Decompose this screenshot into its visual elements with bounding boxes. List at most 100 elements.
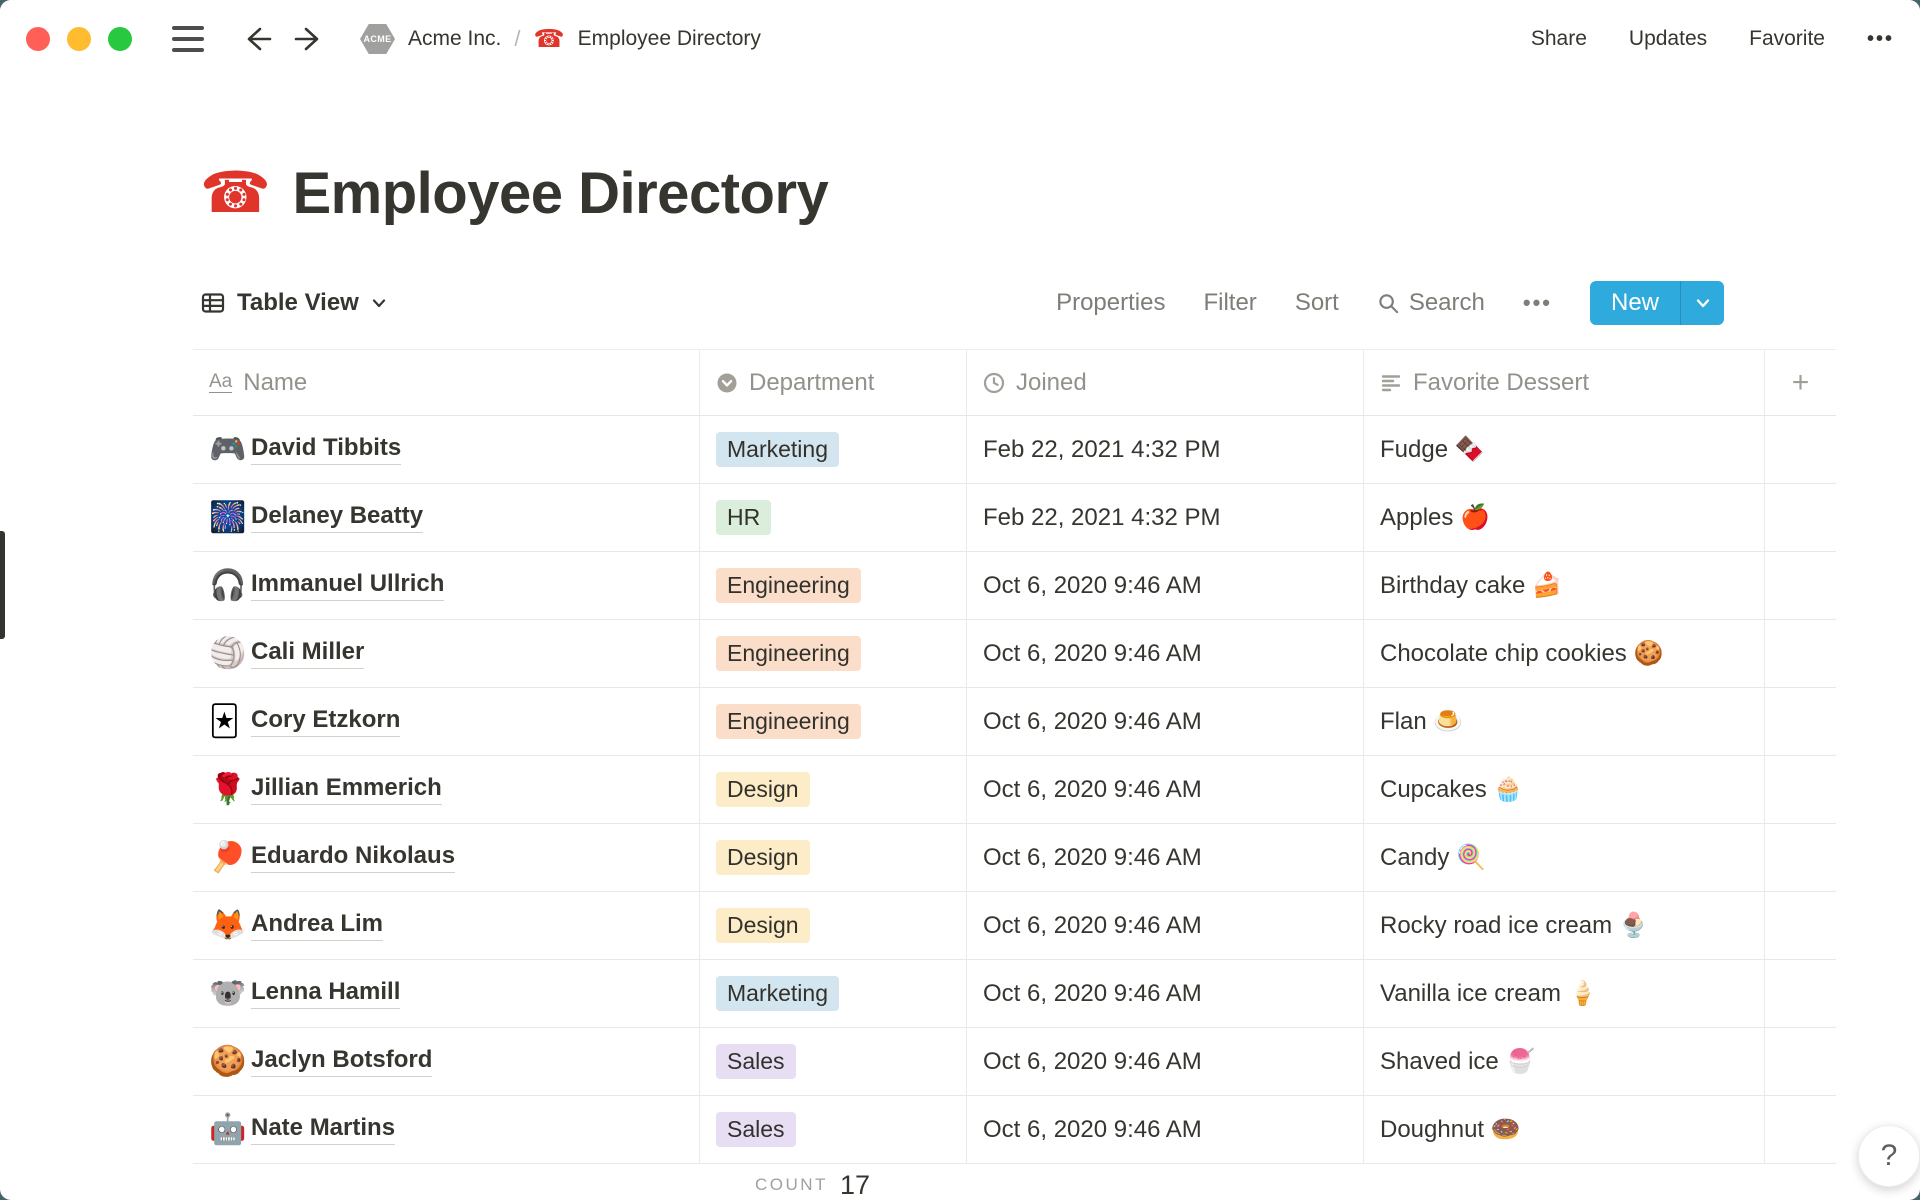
sidebar-menu-icon[interactable] (172, 26, 204, 52)
department-tag: Sales (716, 1112, 796, 1147)
dessert-cell[interactable]: Shaved ice 🍧 (1364, 1028, 1765, 1095)
joined-value: Oct 6, 2020 9:46 AM (983, 843, 1202, 871)
department-cell[interactable]: Design (700, 824, 967, 891)
column-header-label: Favorite Dessert (1413, 368, 1590, 396)
name-cell[interactable]: 🍪 Jaclyn Botsford (193, 1028, 700, 1095)
department-cell[interactable]: HR (700, 484, 967, 551)
department-tag: Sales (716, 1044, 796, 1079)
sort-button[interactable]: Sort (1294, 289, 1339, 316)
table-view-switcher[interactable]: Table View (200, 289, 388, 317)
row-name-link[interactable]: Andrea Lim (251, 910, 384, 941)
minimize-window-button[interactable] (67, 27, 91, 51)
row-spacer-cell (1765, 620, 1836, 687)
department-cell[interactable]: Design (700, 892, 967, 959)
new-button[interactable]: New (1610, 289, 1659, 316)
department-cell[interactable]: Sales (700, 1096, 967, 1163)
table-row: 🎧 Immanuel Ullrich Engineering Oct 6, 20… (193, 552, 1836, 620)
add-column-button[interactable]: + (1765, 350, 1836, 415)
properties-button[interactable]: Properties (1056, 289, 1166, 316)
name-cell[interactable]: 🏐 Cali Miller (193, 620, 700, 687)
name-cell[interactable]: 🎧 Immanuel Ullrich (193, 552, 700, 619)
table-row: 🎮 David Tibbits Marketing Feb 22, 2021 4… (193, 416, 1836, 484)
name-cell[interactable]: 🦊 Andrea Lim (193, 892, 700, 959)
breadcrumb-workspace[interactable]: Acme Inc. (408, 27, 502, 50)
row-name-link[interactable]: Immanuel Ullrich (251, 570, 445, 601)
department-tag: Marketing (716, 432, 839, 467)
department-cell[interactable]: Engineering (700, 688, 967, 755)
zoom-window-button[interactable] (108, 27, 132, 51)
dessert-cell[interactable]: Rocky road ice cream 🍨 (1364, 892, 1765, 959)
row-avatar-emoji: 🎧 (209, 568, 247, 602)
department-cell[interactable]: Design (700, 756, 967, 823)
joined-cell[interactable]: Oct 6, 2020 9:46 AM (967, 552, 1364, 619)
joined-cell[interactable]: Feb 22, 2021 4:32 PM (967, 484, 1364, 551)
title-property-icon: Aa (209, 371, 233, 393)
search-button[interactable]: Search (1377, 289, 1485, 317)
forward-button[interactable] (292, 22, 326, 56)
filter-button[interactable]: Filter (1203, 289, 1257, 316)
row-name-link[interactable]: Delaney Beatty (251, 502, 424, 533)
name-cell[interactable]: 🤖 Nate Martins (193, 1096, 700, 1163)
dessert-cell[interactable]: Apples 🍎 (1364, 484, 1765, 551)
name-cell[interactable]: 🎮 David Tibbits (193, 416, 700, 483)
dessert-cell[interactable]: Chocolate chip cookies 🍪 (1364, 620, 1765, 687)
favorite-button[interactable]: Favorite (1749, 27, 1825, 50)
name-cell[interactable]: 🃏 Cory Etzkorn (193, 688, 700, 755)
breadcrumb-page[interactable]: Employee Directory (577, 27, 761, 50)
search-icon (1377, 292, 1400, 315)
dessert-cell[interactable]: Flan 🍮 (1364, 688, 1765, 755)
joined-cell[interactable]: Oct 6, 2020 9:46 AM (967, 960, 1364, 1027)
row-name-link[interactable]: Jillian Emmerich (251, 774, 442, 805)
close-window-button[interactable] (26, 27, 50, 51)
joined-cell[interactable]: Oct 6, 2020 9:46 AM (967, 1028, 1364, 1095)
dessert-cell[interactable]: Candy 🍭 (1364, 824, 1765, 891)
department-cell[interactable]: Engineering (700, 620, 967, 687)
row-name-link[interactable]: David Tibbits (251, 434, 402, 465)
joined-cell[interactable]: Oct 6, 2020 9:46 AM (967, 1096, 1364, 1163)
column-header-department[interactable]: Department (700, 350, 967, 415)
count-footer[interactable]: COUNT 17 (755, 1164, 1836, 1200)
view-more-options-icon[interactable]: ••• (1522, 290, 1552, 315)
department-tag: Engineering (716, 636, 861, 671)
updates-button[interactable]: Updates (1628, 27, 1708, 50)
name-cell[interactable]: 🎆 Delaney Beatty (193, 484, 700, 551)
dessert-cell[interactable]: Fudge 🍫 (1364, 416, 1765, 483)
joined-cell[interactable]: Oct 6, 2020 9:46 AM (967, 824, 1364, 891)
joined-cell[interactable]: Oct 6, 2020 9:46 AM (967, 620, 1364, 687)
row-name-link[interactable]: Nate Martins (251, 1114, 396, 1145)
joined-cell[interactable]: Oct 6, 2020 9:46 AM (967, 756, 1364, 823)
department-tag: Design (716, 908, 810, 943)
dessert-cell[interactable]: Birthday cake 🍰 (1364, 552, 1765, 619)
name-cell[interactable]: 🐨 Lenna Hamill (193, 960, 700, 1027)
dessert-cell[interactable]: Doughnut 🍩 (1364, 1096, 1765, 1163)
name-cell[interactable]: 🌹 Jillian Emmerich (193, 756, 700, 823)
dessert-value: Apples 🍎 (1380, 504, 1490, 531)
column-header-joined[interactable]: Joined (967, 350, 1364, 415)
share-button[interactable]: Share (1530, 27, 1587, 50)
search-label: Search (1408, 289, 1485, 316)
back-button[interactable] (240, 22, 274, 56)
department-cell[interactable]: Marketing (700, 960, 967, 1027)
department-cell[interactable]: Sales (700, 1028, 967, 1095)
department-cell[interactable]: Engineering (700, 552, 967, 619)
page-title-text: Employee Directory (292, 161, 829, 226)
dessert-cell[interactable]: Cupcakes 🧁 (1364, 756, 1765, 823)
row-name-link[interactable]: Cory Etzkorn (251, 706, 401, 737)
name-cell[interactable]: 🏓 Eduardo Nikolaus (193, 824, 700, 891)
column-header-dessert[interactable]: Favorite Dessert (1364, 350, 1765, 415)
row-name-link[interactable]: Jaclyn Botsford (251, 1046, 433, 1077)
joined-cell[interactable]: Oct 6, 2020 9:46 AM (967, 688, 1364, 755)
row-name-link[interactable]: Lenna Hamill (251, 978, 401, 1009)
new-button-dropdown[interactable] (1680, 281, 1724, 325)
dessert-value: Candy 🍭 (1380, 844, 1486, 871)
dessert-cell[interactable]: Vanilla ice cream 🍦 (1364, 960, 1765, 1027)
help-button[interactable]: ? (1858, 1125, 1920, 1187)
joined-cell[interactable]: Feb 22, 2021 4:32 PM (967, 416, 1364, 483)
row-name-link[interactable]: Cali Miller (251, 638, 365, 669)
joined-cell[interactable]: Oct 6, 2020 9:46 AM (967, 892, 1364, 959)
row-name-link[interactable]: Eduardo Nikolaus (251, 842, 456, 873)
more-options-icon[interactable]: ••• (1866, 27, 1894, 50)
column-header-label: Joined (1016, 368, 1087, 396)
department-cell[interactable]: Marketing (700, 416, 967, 483)
column-header-name[interactable]: Aa Name (193, 350, 700, 415)
